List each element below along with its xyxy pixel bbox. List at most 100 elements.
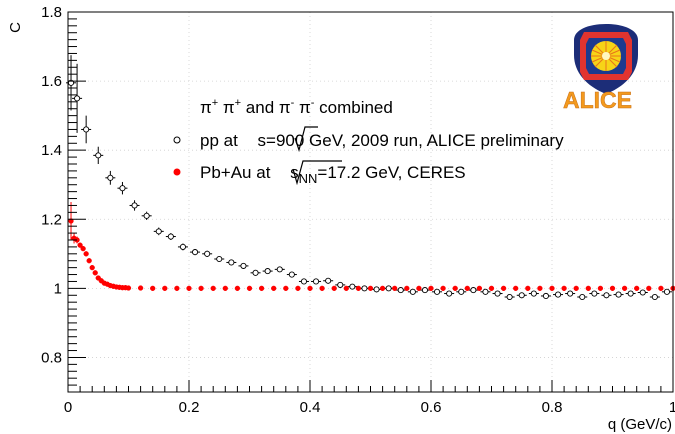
data-point xyxy=(446,290,453,297)
data-point xyxy=(264,268,271,275)
data-point xyxy=(228,259,235,266)
data-point xyxy=(325,277,332,284)
data-point xyxy=(92,270,98,276)
axis-ticks: 0 0.2 0.4 0.6 0.8 1 0.8 1 1.2 1.4 1.6 1.8 xyxy=(41,4,675,416)
data-point xyxy=(567,290,574,297)
data-point xyxy=(137,285,144,291)
y-axis-title: C xyxy=(7,22,24,33)
data-point xyxy=(312,278,320,285)
data-point xyxy=(476,285,483,292)
data-point xyxy=(216,255,223,263)
data-point xyxy=(83,126,90,133)
data-point xyxy=(537,285,543,292)
data-point xyxy=(373,286,380,293)
y-tick-label: 1.4 xyxy=(41,142,62,159)
data-point xyxy=(162,285,168,292)
data-point xyxy=(252,269,259,276)
svg-text:pp at s=900 GeV, 2009 run, ALI: pp at s=900 GeV, 2009 run, ALICE prelimi… xyxy=(200,131,564,150)
data-point xyxy=(385,285,392,292)
data-point xyxy=(506,293,513,301)
data-point xyxy=(258,285,265,292)
data-point xyxy=(271,285,277,292)
data-point xyxy=(416,285,422,292)
data-point xyxy=(295,285,301,292)
data-point xyxy=(518,292,525,299)
data-series xyxy=(66,55,675,301)
legend-marker-pp xyxy=(173,136,181,144)
data-point xyxy=(482,288,489,295)
data-point xyxy=(452,285,458,292)
data-point xyxy=(307,285,313,292)
svg-text:Pb+Au at sNN=17.2 GeV, CERES: Pb+Au at sNN=17.2 GeV, CERES xyxy=(200,163,466,186)
data-point xyxy=(174,285,180,292)
data-point xyxy=(179,243,186,250)
x-tick-label: 0.4 xyxy=(300,399,321,416)
data-point xyxy=(555,291,562,298)
data-point xyxy=(579,293,586,301)
y-tick-label: 1 xyxy=(54,280,62,297)
alice-logo: ALICE xyxy=(563,24,638,113)
x-tick-label: 0 xyxy=(64,399,72,416)
data-point xyxy=(421,287,429,294)
data-point xyxy=(658,285,664,292)
legend-marker-pbau xyxy=(173,168,181,176)
data-point xyxy=(404,285,410,292)
y-tick-label: 1.2 xyxy=(41,211,62,228)
data-point xyxy=(210,285,216,292)
data-point xyxy=(86,258,92,264)
sqrt-sign-icon xyxy=(292,160,342,186)
data-point xyxy=(80,245,86,252)
data-point xyxy=(246,285,253,292)
data-point xyxy=(428,285,434,292)
logo-wordmark: ALICE xyxy=(563,87,632,113)
data-point xyxy=(603,292,610,299)
data-point xyxy=(621,285,628,292)
y-tick-label: 0.8 xyxy=(41,349,62,366)
data-point xyxy=(615,291,622,298)
data-point xyxy=(591,290,598,297)
data-point xyxy=(639,289,646,296)
sqrt-sign-icon xyxy=(294,126,318,153)
x-tick-label: 0.2 xyxy=(179,399,200,416)
data-point xyxy=(561,285,567,292)
data-point xyxy=(530,290,537,297)
data-point xyxy=(585,285,591,292)
data-point xyxy=(470,287,477,294)
data-point xyxy=(191,249,199,256)
data-point xyxy=(300,278,308,285)
data-point xyxy=(549,285,555,292)
data-point xyxy=(337,281,344,288)
legend-header: π+ π+ and π- π- combined xyxy=(200,97,393,117)
data-point xyxy=(663,288,671,295)
data-point xyxy=(573,285,579,292)
data-point xyxy=(131,202,138,209)
series-pbau xyxy=(68,202,675,292)
data-point xyxy=(107,174,114,181)
data-point xyxy=(440,285,446,292)
data-point xyxy=(513,285,519,292)
data-point xyxy=(288,271,295,278)
data-point xyxy=(361,285,368,292)
data-point xyxy=(234,285,241,292)
data-point xyxy=(74,95,81,102)
data-point xyxy=(597,285,604,292)
data-point xyxy=(397,287,404,294)
data-point xyxy=(464,285,470,292)
data-point xyxy=(77,242,83,248)
data-point xyxy=(488,285,495,292)
data-point xyxy=(150,285,156,292)
data-point xyxy=(355,285,362,292)
data-point xyxy=(125,285,132,291)
data-point xyxy=(186,285,192,292)
data-point xyxy=(155,228,162,235)
data-point xyxy=(95,152,102,159)
y-tick-label: 1.8 xyxy=(41,4,62,21)
data-point xyxy=(392,285,398,292)
data-point xyxy=(283,285,289,292)
data-point xyxy=(349,283,356,290)
data-point xyxy=(143,212,150,219)
legend-entry-pbau: Pb+Au at sNN=17.2 GeV, CERES xyxy=(200,160,466,186)
data-point xyxy=(204,250,211,257)
data-point xyxy=(409,288,416,295)
